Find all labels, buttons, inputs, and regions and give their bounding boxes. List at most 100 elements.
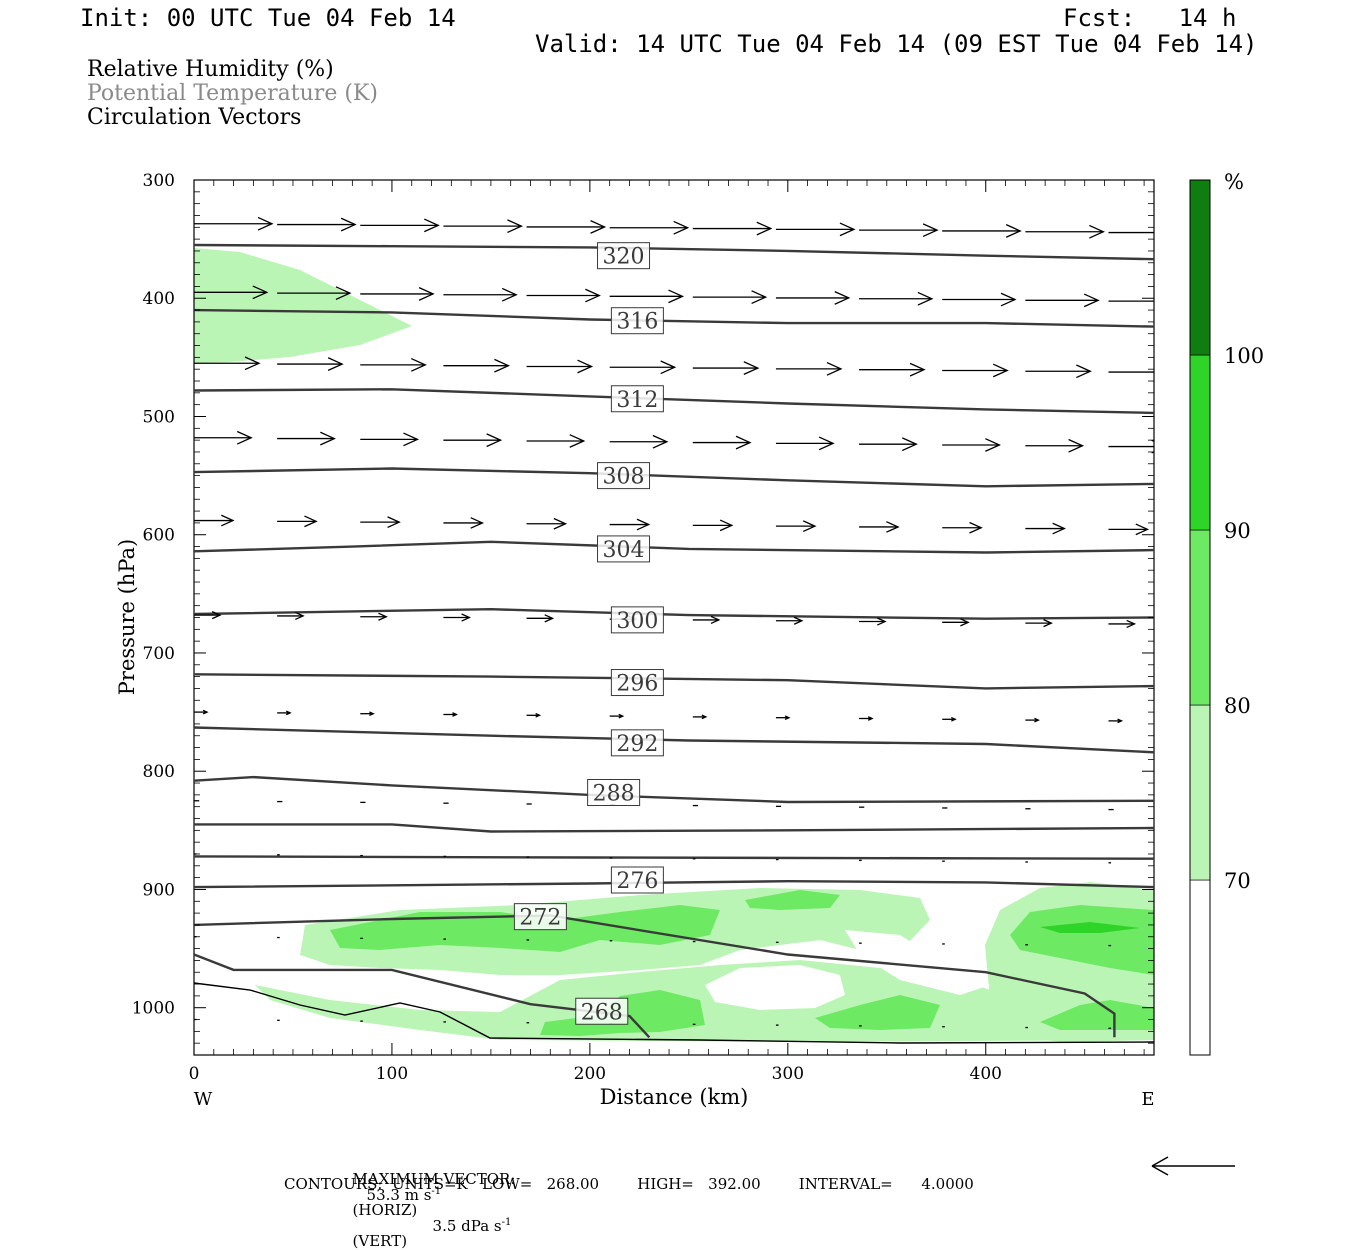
- vector-arrow: [360, 516, 401, 528]
- init-time: Init: 00 UTC Tue 04 Feb 14: [80, 4, 456, 32]
- theta-label-box: [513, 903, 567, 931]
- vector-arrow: [859, 223, 939, 238]
- vector-head: [424, 218, 440, 233]
- vert-exp: -1: [501, 1217, 512, 1228]
- vector-arrow: [526, 712, 542, 718]
- vector-arrow: [443, 433, 503, 448]
- theta-label-268: 268: [575, 997, 629, 1025]
- theta-label-304: 304: [597, 535, 651, 563]
- rh-area-80-mid: [745, 890, 840, 910]
- colorbar-level-label: 90: [1224, 519, 1251, 543]
- vector-arrow: [1025, 224, 1105, 239]
- vector-arrow: [277, 431, 336, 446]
- theta-label-296: 296: [610, 669, 664, 697]
- theta-label-box: [597, 535, 651, 563]
- vector-head: [461, 613, 471, 622]
- theta-contour-296: [194, 673, 1154, 690]
- vector-head: [802, 520, 817, 532]
- vector-arrow: [443, 358, 510, 373]
- vector-arrow: [692, 221, 773, 236]
- vector-arrow: [360, 287, 435, 301]
- vector-arrow: [859, 437, 918, 452]
- vector-head: [1172, 226, 1186, 239]
- vector-arrow: [942, 292, 1017, 307]
- vector-arrow: [859, 617, 887, 626]
- vector-head: [834, 291, 851, 305]
- theta-contour-292: [194, 726, 1154, 754]
- vector-arrow: [1108, 718, 1124, 724]
- x-tick-label: 0: [189, 1064, 200, 1084]
- rh-shading: [194, 248, 1154, 1042]
- vector-head: [486, 433, 503, 448]
- colorbar-segment: [1189, 179, 1211, 356]
- y-tick-label: 300: [143, 171, 175, 191]
- vector-arrow: [526, 220, 607, 234]
- colorbar-level-label: 70: [1224, 869, 1251, 893]
- colorbar-segment: [1189, 354, 1211, 531]
- y-tick-label: 900: [143, 880, 175, 900]
- theta-label-316: 316: [610, 307, 664, 335]
- vector-head: [867, 716, 874, 721]
- footer-contours: CONTOURS: UNITS=K LOW= 268.00 HIGH= 392.…: [284, 1175, 974, 1193]
- vector-arrow: [443, 219, 523, 234]
- vector-head: [544, 614, 555, 623]
- vector-arrow: [775, 520, 817, 532]
- vector-arrow: [942, 521, 983, 534]
- vector-head: [257, 216, 274, 231]
- x-tick-label: 400: [970, 1064, 1002, 1084]
- vector-head: [1083, 293, 1100, 308]
- theta-label-box: [610, 385, 664, 413]
- vector-arrow: [277, 217, 357, 232]
- vector-head: [902, 437, 918, 452]
- vector-head: [335, 286, 352, 301]
- vector-head: [652, 434, 669, 449]
- theta-contour-316: [194, 308, 1154, 328]
- vector-arrow: [526, 288, 601, 303]
- vector-arrow: [1108, 226, 1186, 239]
- vector-head: [673, 220, 690, 235]
- vector-head: [535, 712, 542, 718]
- theta-label-text: 272: [519, 906, 561, 931]
- theta-label-text: 320: [603, 245, 645, 270]
- vector-head: [839, 222, 856, 237]
- vector-head: [793, 616, 804, 625]
- theta-label-box: [610, 866, 664, 894]
- vector-arrow: [360, 432, 420, 447]
- horiz-exp: -1: [431, 1186, 442, 1197]
- vector-arrow: [1108, 523, 1150, 536]
- vector-head: [1117, 718, 1124, 724]
- theta-label-text: 296: [616, 672, 658, 697]
- horiz-value: 53.3 m s: [366, 1186, 432, 1204]
- vector-arrow: [942, 438, 1001, 452]
- vector-head: [340, 217, 357, 232]
- vector-head: [387, 516, 401, 528]
- forecast-hour: Fcst: 14 h: [1063, 4, 1237, 32]
- vector-arrow: [942, 363, 1009, 378]
- vector-head: [378, 612, 388, 621]
- theta-label-272: 272: [513, 903, 567, 931]
- theta-label-box: [597, 242, 651, 270]
- vector-arrow: [609, 220, 690, 235]
- theta-label-text: 276: [616, 869, 658, 894]
- vector-head: [826, 361, 843, 376]
- vector-head: [470, 517, 484, 529]
- vector-head: [1159, 366, 1173, 379]
- vector-head: [507, 219, 523, 234]
- vector-head: [668, 289, 685, 304]
- theta-contour-320: [194, 243, 1154, 261]
- vector-head: [411, 357, 427, 372]
- vector-head: [909, 362, 926, 377]
- vector-arrow: [277, 357, 344, 371]
- vector-arrow: [443, 712, 458, 717]
- theta-label-text: 308: [603, 465, 645, 490]
- vector-head: [1126, 619, 1137, 629]
- vector-arrow: [692, 435, 752, 450]
- vector-arrow: [1108, 366, 1173, 379]
- vector-arrow: [194, 611, 222, 620]
- vector-head: [1034, 717, 1040, 723]
- theta-label-312: 312: [610, 385, 664, 413]
- vector-head: [577, 359, 594, 374]
- vector-head: [1068, 438, 1085, 453]
- theta-label-box: [610, 729, 664, 757]
- y-tick-label: 400: [143, 289, 175, 309]
